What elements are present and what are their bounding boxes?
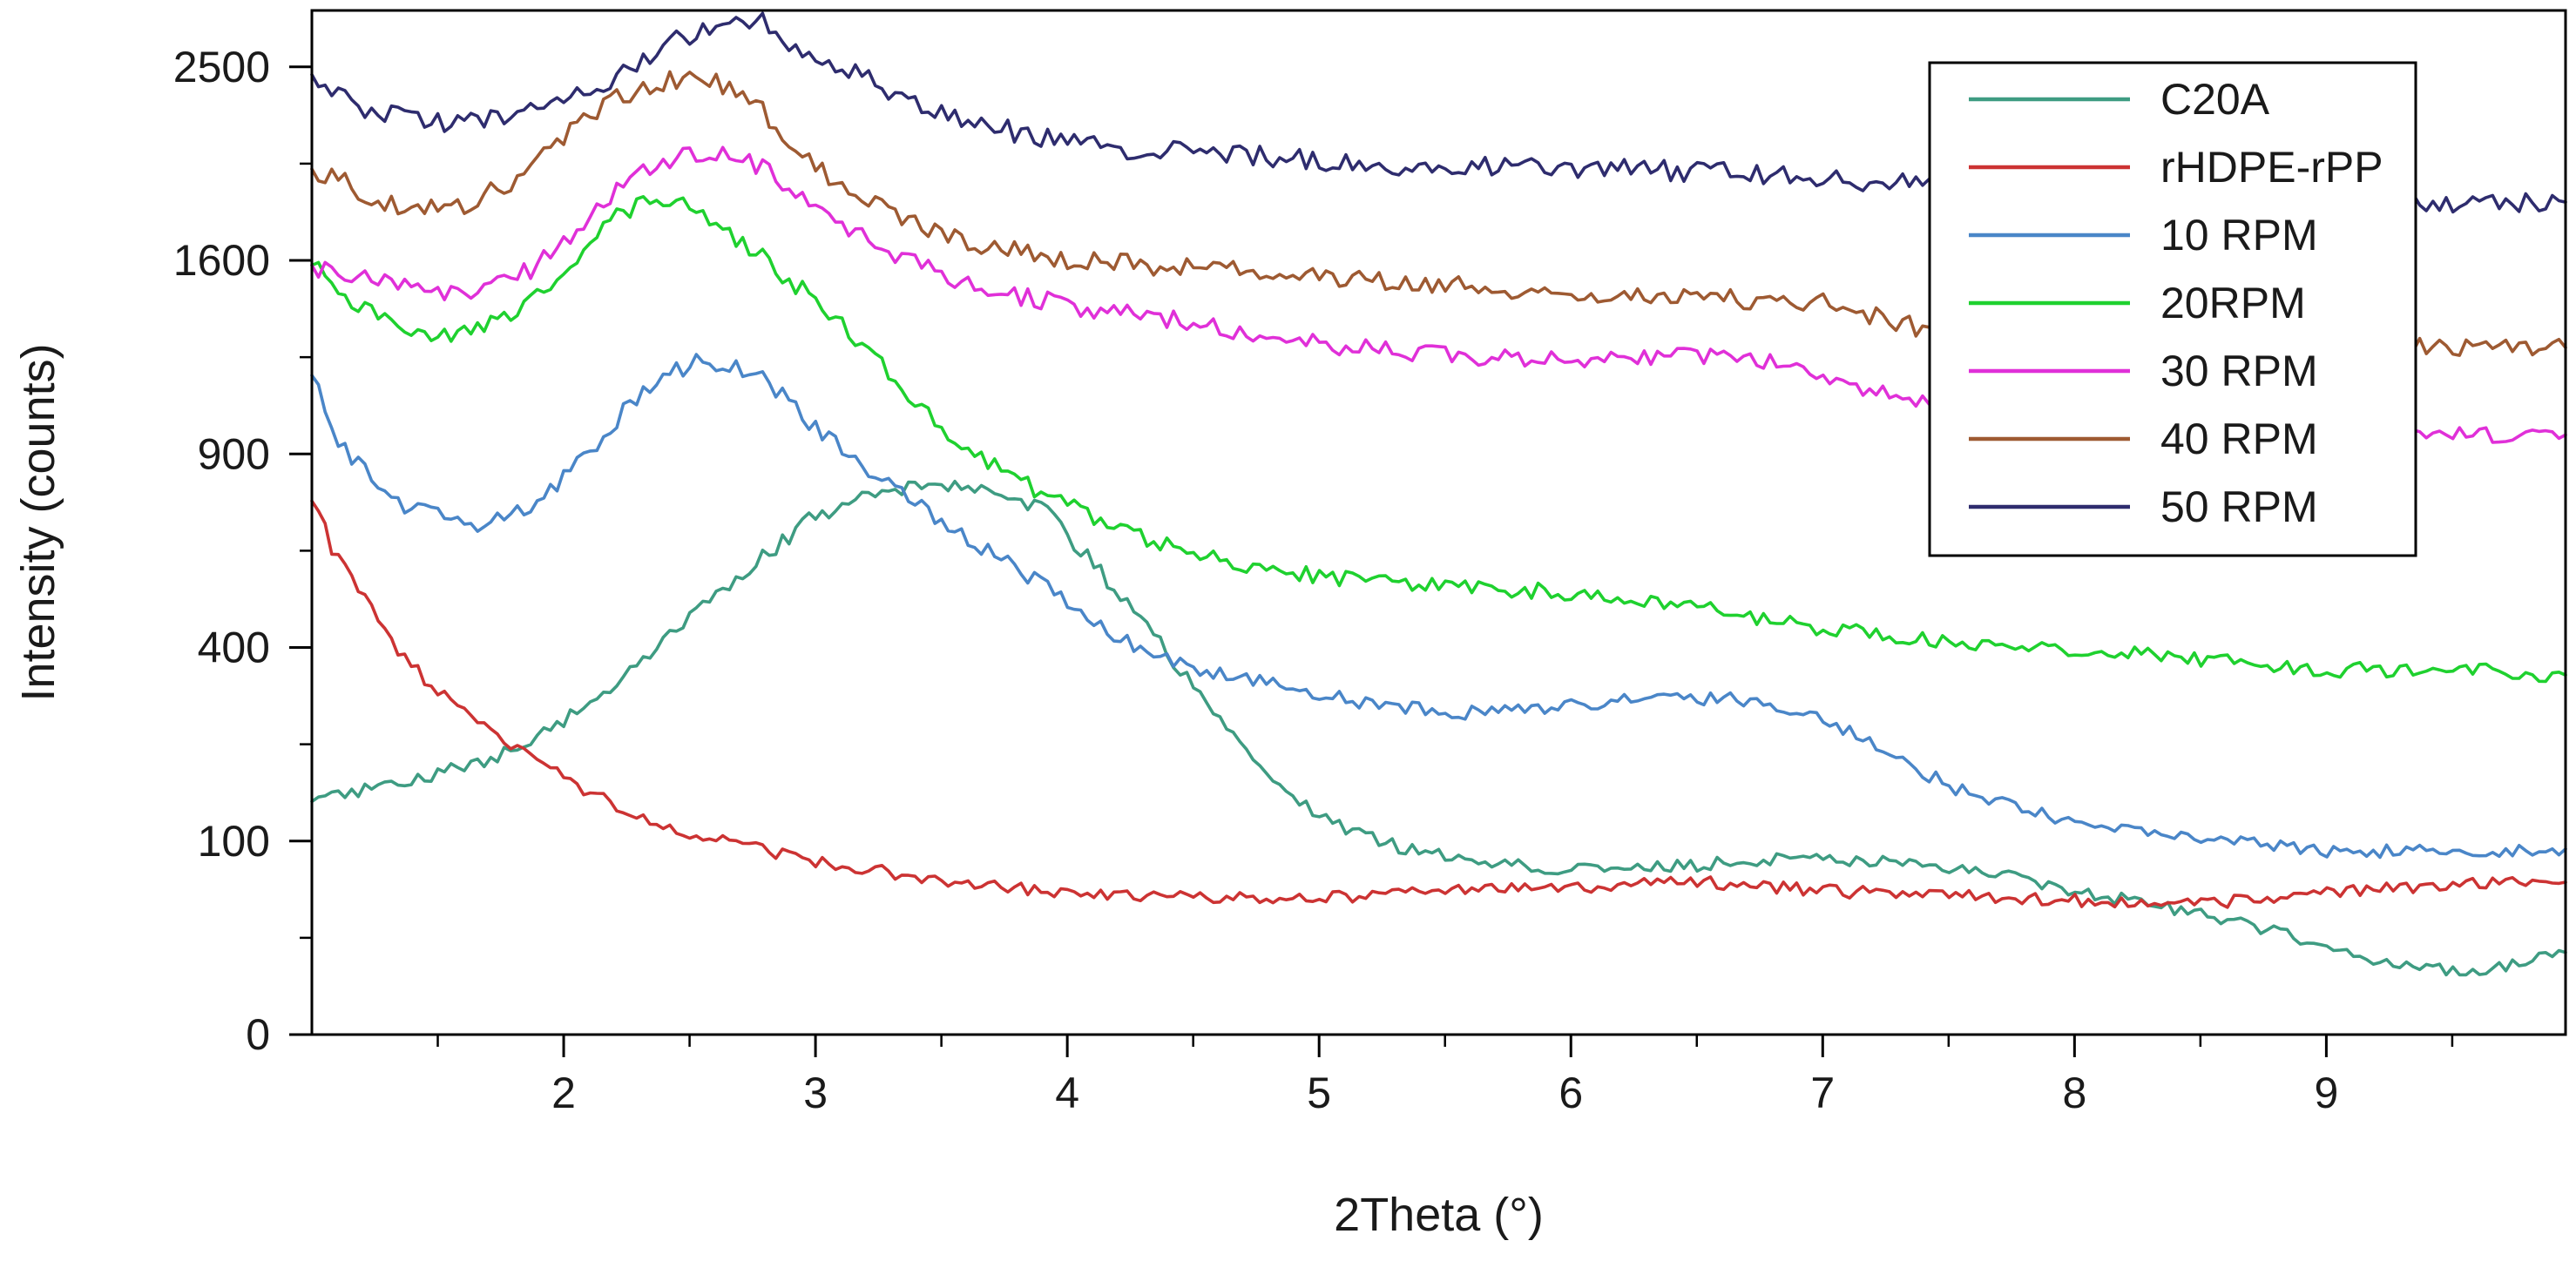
series-line-10-rpm (310, 353, 2567, 860)
x-tick-label: 9 (2314, 1069, 2338, 1117)
legend-label: 10 RPM (2160, 211, 2318, 260)
legend-label: rHDPE-rPP (2160, 143, 2383, 192)
legend-label: 30 RPM (2160, 347, 2318, 395)
y-tick-label: 100 (198, 817, 270, 866)
x-tick-label: 8 (2062, 1069, 2086, 1117)
x-tick-label: 6 (1558, 1069, 1583, 1117)
plot-frame (310, 9, 2567, 1036)
y-tick-label: 1600 (173, 236, 270, 285)
legend-label: C20A (2160, 75, 2270, 124)
axes-layer: 2 3 4 5 6 7 8 9 0 100 400 900 1600 2500 (173, 9, 2567, 1117)
legend-label: 50 RPM (2160, 482, 2318, 531)
x-tick-label: 2 (551, 1069, 576, 1117)
x-tick-label: 3 (803, 1069, 828, 1117)
legend-label: 20RPM (2160, 279, 2306, 327)
y-tick-label: 900 (198, 429, 270, 478)
x-tick-label: 7 (1810, 1069, 1835, 1117)
x-tick-label: 4 (1055, 1069, 1079, 1117)
y-tick-label: 2500 (173, 43, 270, 91)
x-tick-label: 5 (1307, 1069, 1331, 1117)
y-axis-title: Intensity (counts) (12, 343, 64, 701)
legend-box (1928, 61, 2417, 557)
legend: C20A rHDPE-rPP 10 RPM 20RPM 30 RPM 40 RPM 50 R… (1928, 61, 2417, 557)
series-line-rhdpe-rpp (310, 499, 2567, 909)
series-line-c20a (310, 479, 2567, 977)
y-tick-label: 0 (246, 1010, 270, 1059)
y-tick-label: 400 (198, 624, 270, 672)
x-axis-title: 2Theta (°) (1334, 1189, 1544, 1241)
legend-label: 40 RPM (2160, 415, 2318, 463)
series-line-20rpm (310, 195, 2567, 684)
